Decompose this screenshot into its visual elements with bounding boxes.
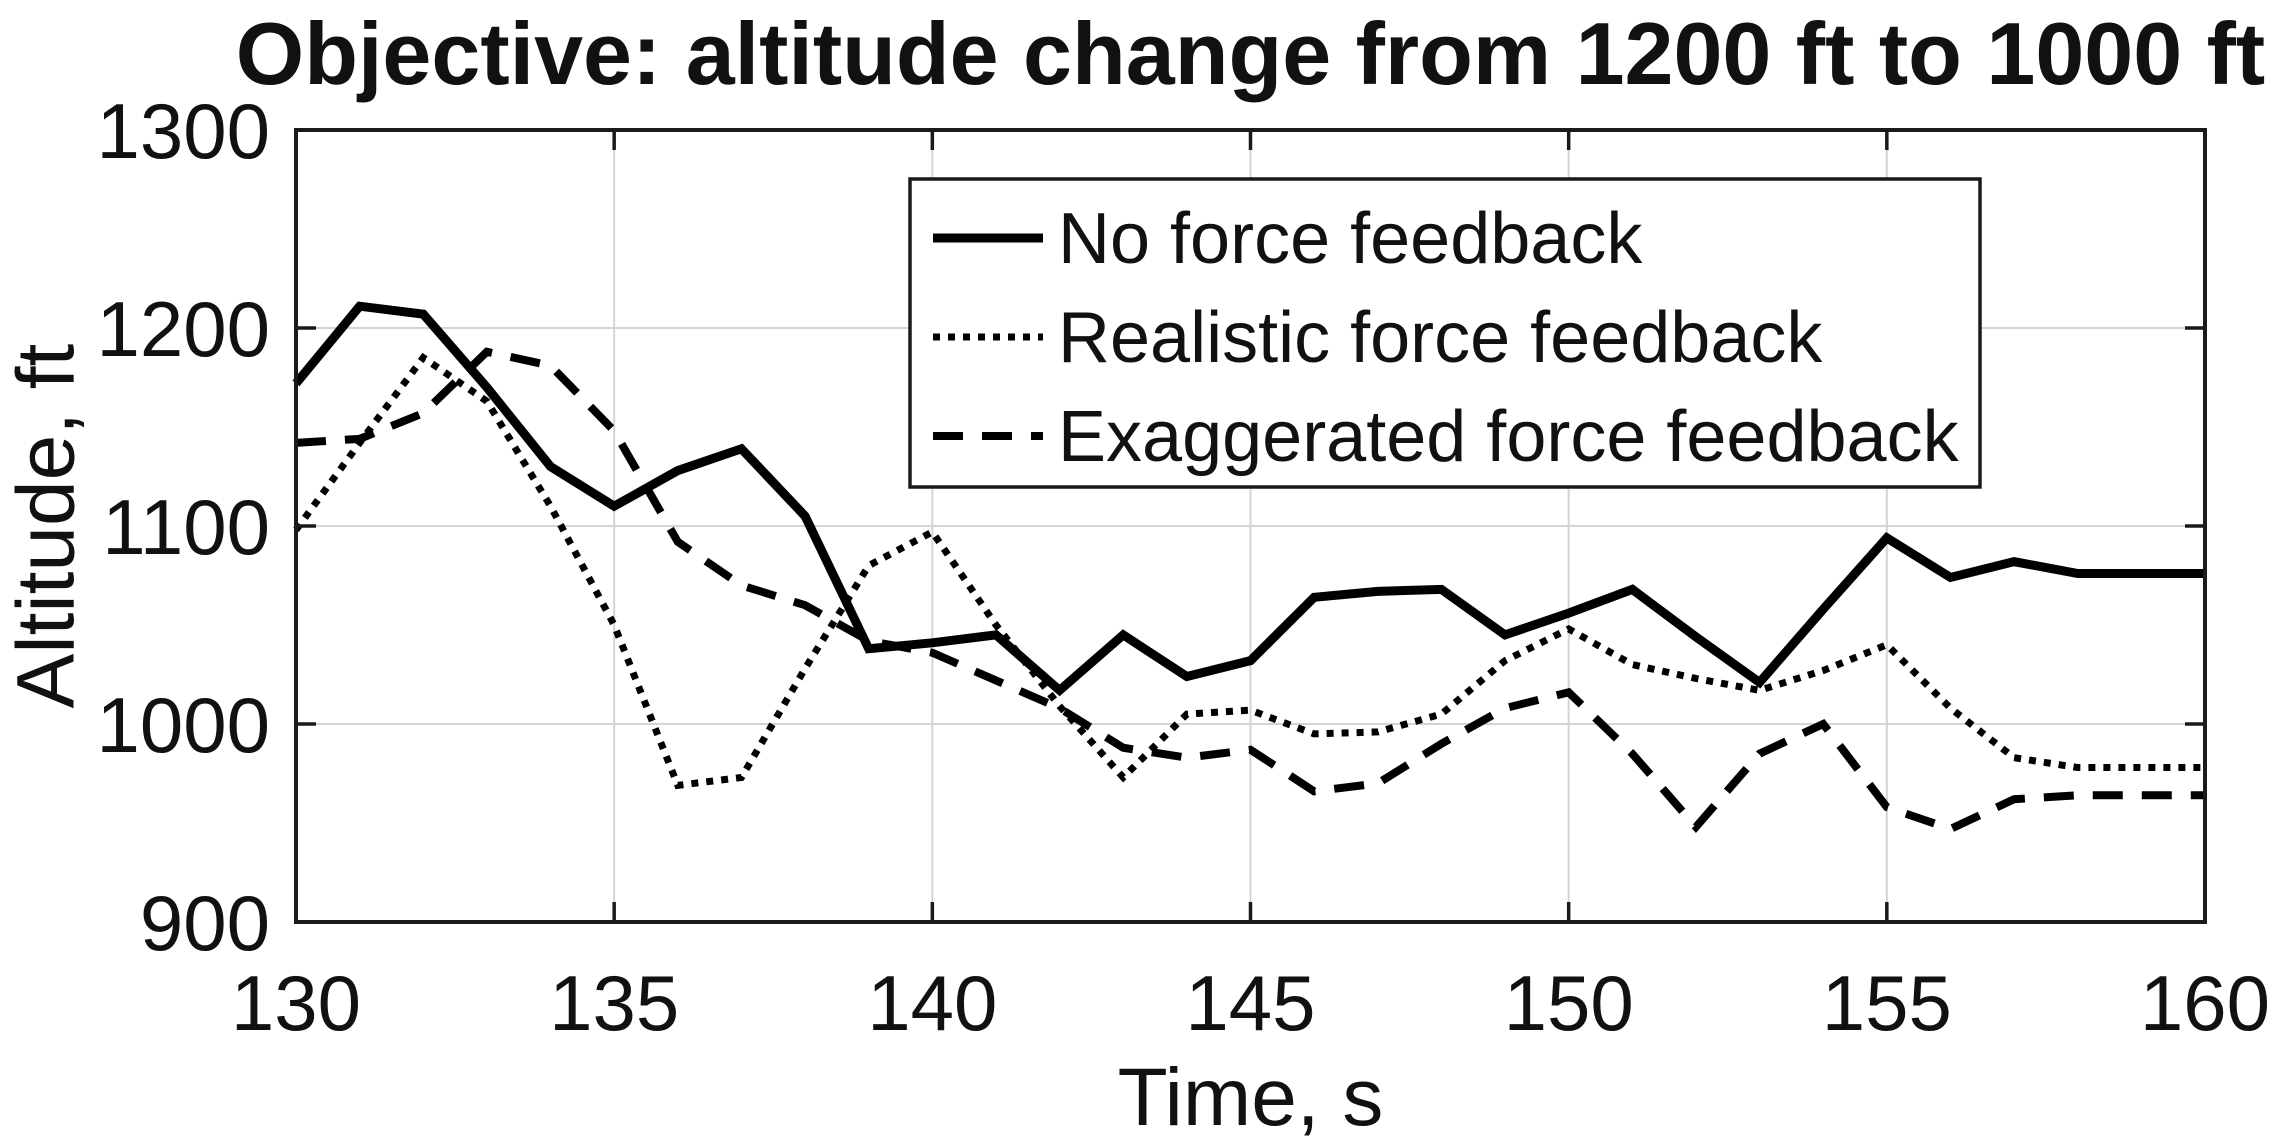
y-tick-label: 1300 [96, 87, 270, 175]
x-tick-label: 140 [867, 959, 997, 1047]
chart-title: Objective: altitude change from 1200 ft … [236, 4, 2265, 103]
legend: No force feedback Realistic force feedbac… [908, 177, 1982, 489]
series-no-force-feedback [292, 301, 2205, 697]
x-tick-label: 150 [1504, 959, 1634, 1047]
y-tick-label: 1000 [96, 681, 270, 769]
x-tick-label: 135 [549, 959, 679, 1047]
x-tick-label: 145 [1185, 959, 1315, 1047]
y-tick-label: 1100 [102, 483, 270, 571]
x-axis-label: Time, s [1118, 1052, 1384, 1143]
y-tick-label: 900 [140, 879, 270, 967]
legend-label: Exaggerated force feedback [1058, 397, 1960, 477]
x-tick-label: 155 [1822, 959, 1952, 1047]
legend-label: No force feedback [1058, 199, 1643, 279]
y-axis-label: Altitude, ft [1, 343, 92, 708]
x-tick-label: 130 [231, 959, 361, 1047]
legend-label: Realistic force feedback [1058, 298, 1823, 378]
series-exaggerated-force-feedback [295, 347, 2205, 834]
y-tick-label: 1200 [96, 285, 270, 373]
legend-box [908, 177, 1982, 489]
x-tick-label: 160 [2140, 959, 2270, 1047]
